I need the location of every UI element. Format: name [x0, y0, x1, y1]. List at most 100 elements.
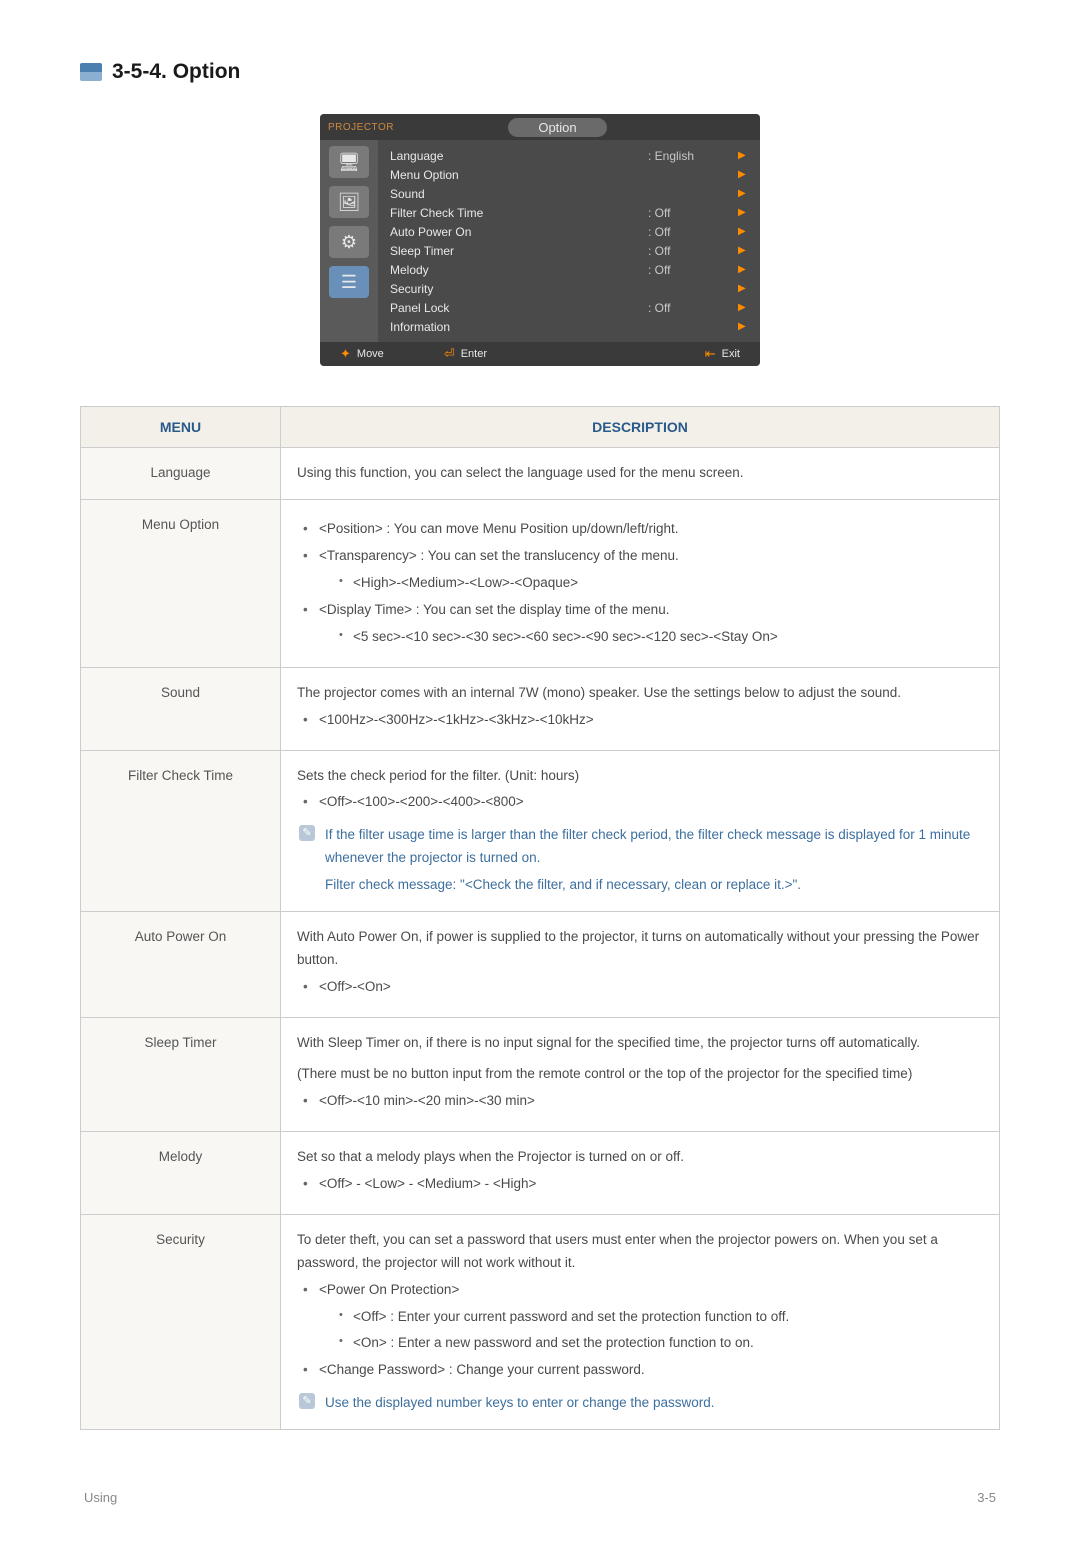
note-icon: ✎: [299, 825, 315, 841]
desc-text: With Sleep Timer on, if there is no inpu…: [297, 1032, 983, 1055]
section-icon: [80, 63, 102, 81]
osd-footer-enter-label: Enter: [461, 348, 487, 360]
osd-arrow-icon: ▶: [738, 226, 750, 237]
menu-cell: Security: [81, 1214, 281, 1430]
osd-item-value: : Off: [648, 206, 738, 220]
table-row: Language Using this function, you can se…: [81, 448, 1000, 500]
osd-item-label: Information: [390, 320, 648, 334]
osd-item-label: Sleep Timer: [390, 244, 648, 258]
desc-cell: Set so that a melody plays when the Proj…: [281, 1131, 1000, 1214]
list-item: <On> : Enter a new password and set the …: [337, 1332, 983, 1355]
table-row: Security To deter theft, you can set a p…: [81, 1214, 1000, 1430]
osd-item-value: : Off: [648, 225, 738, 239]
note-text: Use the displayed number keys to enter o…: [325, 1395, 714, 1410]
menu-cell: Menu Option: [81, 499, 281, 667]
note-block: ✎ If the filter usage time is larger tha…: [297, 824, 983, 870]
table-row: Sleep Timer With Sleep Timer on, if ther…: [81, 1018, 1000, 1132]
menu-cell: Filter Check Time: [81, 750, 281, 912]
desc-cell: The projector comes with an internal 7W …: [281, 667, 1000, 750]
desc-cell: Sets the check period for the filter. (U…: [281, 750, 1000, 912]
osd-icon-setup: ⚙: [329, 226, 369, 258]
list-item: <High>-<Medium>-<Low>-<Opaque>: [337, 572, 983, 595]
osd-arrow-icon: ▶: [738, 283, 750, 294]
osd-icon-option: ☰: [329, 266, 369, 298]
osd-item-value: : English: [648, 149, 738, 163]
desc-cell: Using this function, you can select the …: [281, 448, 1000, 500]
list-item: <Off>-<10 min>-<20 min>-<30 min>: [301, 1090, 983, 1113]
table-row: Melody Set so that a melody plays when t…: [81, 1131, 1000, 1214]
enter-icon: ⏎: [444, 346, 455, 362]
table-header-menu: MENU: [81, 407, 281, 448]
list-item: <Off>-<100>-<200>-<400>-<800>: [301, 791, 983, 814]
section-title: 3-5-4. Option: [112, 60, 240, 84]
note-icon: ✎: [299, 1393, 315, 1409]
list-text: <Transparency> : You can set the translu…: [319, 548, 679, 563]
footer-right: 3-5: [977, 1490, 996, 1505]
osd-menu-screenshot: PROJECTOR Option 🖥 🖼 ⚙ ☰ Language: Engli…: [320, 114, 760, 366]
desc-text: The projector comes with an internal 7W …: [297, 682, 983, 705]
desc-text: Using this function, you can select the …: [297, 465, 744, 480]
list-item: <Off> - <Low> - <Medium> - <High>: [301, 1173, 983, 1196]
osd-arrow-icon: ▶: [738, 150, 750, 161]
list-item: <Display Time> : You can set the display…: [301, 599, 983, 649]
desc-text: Set so that a melody plays when the Proj…: [297, 1146, 983, 1169]
osd-item-value: : Off: [648, 263, 738, 277]
osd-arrow-icon: ▶: [738, 169, 750, 180]
section-header: 3-5-4. Option: [80, 60, 1000, 84]
osd-item-label: Auto Power On: [390, 225, 648, 239]
osd-icon-picture: 🖼: [329, 186, 369, 218]
list-item: <Transparency> : You can set the translu…: [301, 545, 983, 595]
move-icon: ✦: [340, 346, 351, 362]
osd-footer-move-label: Move: [357, 348, 384, 360]
desc-cell: With Sleep Timer on, if there is no inpu…: [281, 1018, 1000, 1132]
osd-item-label: Panel Lock: [390, 301, 648, 315]
list-item: <Change Password> : Change your current …: [301, 1359, 983, 1382]
menu-cell: Melody: [81, 1131, 281, 1214]
osd-item-label: Sound: [390, 187, 648, 201]
table-row: Auto Power On With Auto Power On, if pow…: [81, 912, 1000, 1018]
list-item: <100Hz>-<300Hz>-<1kHz>-<3kHz>-<10kHz>: [301, 709, 983, 732]
osd-footer-exit: ⇤ Exit: [705, 346, 740, 362]
osd-footer-exit-label: Exit: [722, 348, 740, 360]
desc-text: Sets the check period for the filter. (U…: [297, 765, 983, 788]
osd-arrow-icon: ▶: [738, 321, 750, 332]
osd-arrow-icon: ▶: [738, 302, 750, 313]
osd-item-list: Language: English▶ Menu Option▶ Sound▶ F…: [378, 140, 760, 342]
note-block: ✎ Use the displayed number keys to enter…: [297, 1392, 983, 1415]
note-continuation: Filter check message: "<Check the filter…: [297, 874, 983, 897]
osd-arrow-icon: ▶: [738, 207, 750, 218]
exit-icon: ⇤: [705, 346, 716, 362]
menu-cell: Language: [81, 448, 281, 500]
page-footer: Using 3-5: [80, 1490, 1000, 1505]
desc-cell: To deter theft, you can set a password t…: [281, 1214, 1000, 1430]
osd-item-label: Security: [390, 282, 648, 296]
menu-cell: Sleep Timer: [81, 1018, 281, 1132]
osd-icon-input: 🖥: [329, 146, 369, 178]
table-row: Menu Option <Position> : You can move Me…: [81, 499, 1000, 667]
osd-item-label: Melody: [390, 263, 648, 277]
section-name: Option: [173, 60, 241, 83]
desc-cell: <Position> : You can move Menu Position …: [281, 499, 1000, 667]
desc-cell: With Auto Power On, if power is supplied…: [281, 912, 1000, 1018]
osd-footer-move: ✦ Move: [340, 346, 384, 362]
section-number: 3-5-4.: [112, 60, 167, 83]
osd-item-label: Menu Option: [390, 168, 648, 182]
osd-arrow-icon: ▶: [738, 264, 750, 275]
table-row: Filter Check Time Sets the check period …: [81, 750, 1000, 912]
osd-title: Option: [508, 118, 606, 137]
description-table: MENU DESCRIPTION Language Using this fun…: [80, 406, 1000, 1430]
table-header-description: DESCRIPTION: [281, 407, 1000, 448]
list-item: <Power On Protection> <Off> : Enter your…: [301, 1279, 983, 1356]
list-text: <Power On Protection>: [319, 1282, 459, 1297]
osd-item-label: Language: [390, 149, 648, 163]
list-item: <5 sec>-<10 sec>-<30 sec>-<60 sec>-<90 s…: [337, 626, 983, 649]
desc-text: To deter theft, you can set a password t…: [297, 1229, 983, 1275]
list-item: <Off> : Enter your current password and …: [337, 1306, 983, 1329]
osd-arrow-icon: ▶: [738, 245, 750, 256]
osd-category-icons: 🖥 🖼 ⚙ ☰: [320, 140, 378, 342]
osd-item-value: : Off: [648, 244, 738, 258]
desc-text: With Auto Power On, if power is supplied…: [297, 926, 983, 972]
footer-left: Using: [84, 1490, 117, 1505]
menu-cell: Auto Power On: [81, 912, 281, 1018]
note-text: If the filter usage time is larger than …: [325, 827, 970, 865]
